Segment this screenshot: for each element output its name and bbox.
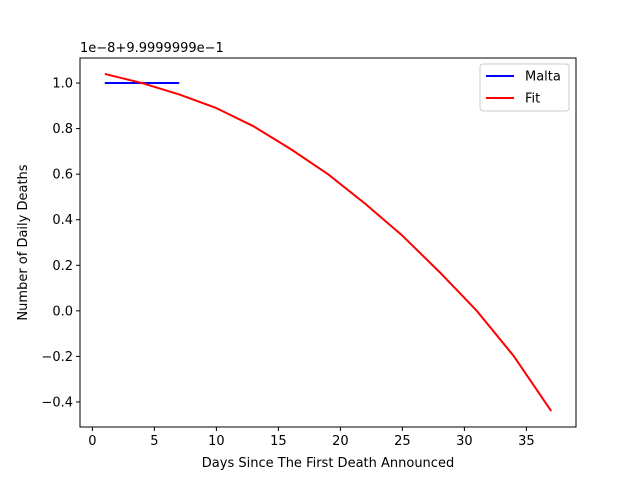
y-tick-label: −0.4 bbox=[41, 395, 73, 410]
y-tick-label: −0.2 bbox=[41, 350, 73, 365]
y-tick-label: 1.0 bbox=[52, 77, 73, 92]
series-layer bbox=[104, 72, 553, 412]
y-axis: −0.4 −0.2 0.0 0.2 0.4 0.6 0.8 1.0 bbox=[41, 77, 80, 410]
legend-label-fit: Fit bbox=[525, 92, 540, 107]
x-tick-label: 10 bbox=[208, 434, 225, 449]
x-tick-label: 5 bbox=[150, 434, 158, 449]
y-offset-label: 1e−8+9.9999999e−1 bbox=[80, 41, 224, 56]
y-tick-label: 0.2 bbox=[52, 259, 73, 274]
x-tick-label: 30 bbox=[456, 434, 473, 449]
x-tick-label: 20 bbox=[332, 434, 349, 449]
series-line-fit bbox=[104, 72, 553, 412]
plot-background bbox=[80, 58, 576, 427]
x-tick-label: 25 bbox=[394, 434, 411, 449]
x-tick-label: 0 bbox=[88, 434, 96, 449]
x-tick-label: 15 bbox=[270, 434, 287, 449]
legend: Malta Fit bbox=[479, 63, 570, 112]
legend-label-malta: Malta bbox=[525, 70, 561, 85]
x-tick-label: 35 bbox=[518, 434, 535, 449]
x-axis-label: Days Since The First Death Announced bbox=[202, 456, 454, 471]
y-axis-label: Number of Daily Deaths bbox=[16, 164, 31, 320]
y-tick-label: 0.8 bbox=[52, 122, 73, 137]
y-tick-label: 0.6 bbox=[52, 168, 73, 183]
plot-frame bbox=[79, 57, 577, 428]
x-axis: 0 5 10 15 20 25 30 35 bbox=[88, 427, 535, 449]
y-tick-label: 0.0 bbox=[52, 304, 73, 319]
y-tick-label: 0.4 bbox=[52, 213, 73, 228]
